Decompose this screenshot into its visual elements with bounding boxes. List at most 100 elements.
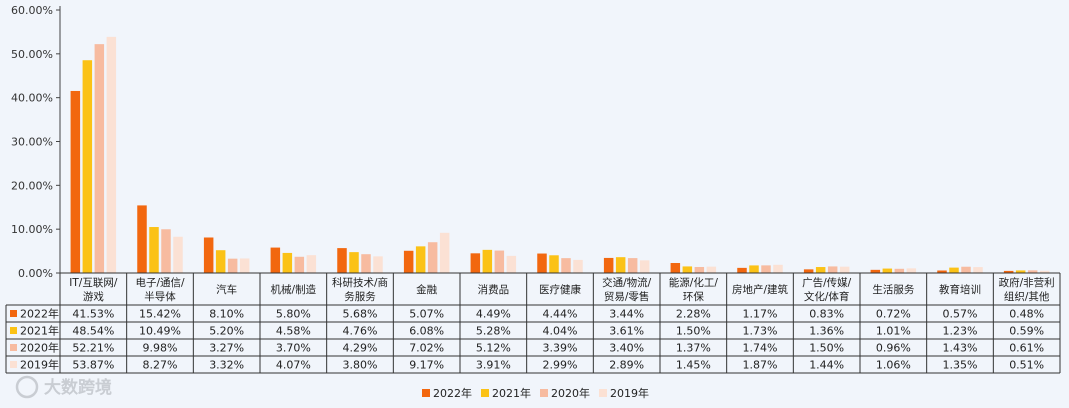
- category-label: 半导体: [144, 290, 176, 303]
- table-cell-value: 52.21%: [72, 342, 114, 355]
- table-cell-value: 1.35%: [943, 359, 978, 372]
- table-cell-value: 1.45%: [676, 359, 711, 372]
- table-cell-value: 5.12%: [476, 342, 511, 355]
- bar-4-2019年: [306, 255, 317, 273]
- bar-4-2022年: [270, 247, 281, 273]
- table-cell-value: 6.08%: [409, 325, 444, 338]
- table-cell-value: 3.44%: [609, 308, 644, 321]
- table-cell-value: 0.61%: [1009, 342, 1044, 355]
- category-label: 环保: [683, 290, 704, 303]
- bar-5-2019年: [373, 256, 383, 273]
- table-cell-value: 48.54%: [72, 325, 114, 338]
- bar-7-2022年: [470, 253, 481, 273]
- bar-4-2021年: [282, 252, 293, 273]
- y-tick-label: 10.00%: [11, 223, 53, 236]
- bar-5-2022年: [337, 248, 347, 273]
- bar-3-2021年: [215, 250, 226, 273]
- table-cell-value: 4.49%: [476, 308, 511, 321]
- y-tick-label: 50.00%: [11, 48, 53, 61]
- table-cell-value: 1.01%: [876, 325, 911, 338]
- bar-3-2022年: [203, 237, 214, 273]
- bar-8-2020年: [561, 258, 571, 273]
- bar-1-2022年: [70, 90, 81, 273]
- bar-14-2021年: [949, 267, 959, 273]
- category-label: 房地产/建筑: [732, 283, 789, 296]
- table-cell-value: 5.68%: [343, 308, 378, 321]
- table-legend-swatch: [10, 327, 17, 334]
- table-cell-value: 5.28%: [476, 325, 511, 338]
- legend-swatch-2021年: [481, 389, 489, 397]
- table-cell-value: 1.17%: [743, 308, 778, 321]
- table-cell-value: 0.51%: [1009, 359, 1044, 372]
- table-cell-value: 3.70%: [276, 342, 311, 355]
- bar-6-2021年: [415, 246, 426, 273]
- table-row-label: 2022年: [20, 307, 59, 321]
- bar-6-2020年: [427, 242, 438, 273]
- bar-11-2019年: [773, 264, 783, 273]
- bar-7-2020年: [494, 250, 505, 273]
- table-legend-swatch: [10, 344, 17, 351]
- bar-3-2019年: [239, 258, 250, 273]
- bar-15-2022年: [1003, 270, 1014, 273]
- bar-15-2021年: [1015, 270, 1026, 273]
- bar-1-2021年: [82, 60, 93, 273]
- category-label: 机械/制造: [271, 283, 317, 296]
- table-cell-value: 41.53%: [72, 308, 114, 321]
- table-cell-value: 1.87%: [743, 359, 778, 372]
- table-cell-value: 2.99%: [543, 359, 578, 372]
- table-cell-value: 1.23%: [943, 325, 978, 338]
- bar-9-2021年: [615, 257, 626, 273]
- table-cell-value: 2.28%: [676, 308, 711, 321]
- bar-12-2019年: [839, 266, 850, 273]
- bar-14-2022年: [937, 270, 947, 273]
- bar-1-2020年: [94, 44, 105, 274]
- bar-9-2019年: [639, 260, 650, 273]
- category-label: 游戏: [83, 290, 104, 303]
- bar-2-2020年: [161, 229, 171, 273]
- bar-13-2019年: [906, 268, 917, 273]
- y-tick-label: 30.00%: [11, 136, 53, 149]
- table-cell-value: 1.37%: [676, 342, 711, 355]
- bar-7-2019年: [506, 255, 517, 273]
- bar-15-2020年: [1027, 270, 1038, 273]
- y-tick-label: 20.00%: [11, 179, 53, 192]
- bar-12-2021年: [815, 267, 826, 273]
- table-cell-value: 0.96%: [876, 342, 911, 355]
- bar-9-2022年: [603, 257, 614, 273]
- bar-10-2021年: [682, 266, 693, 273]
- table-cell-value: 7.02%: [409, 342, 444, 355]
- table-cell-value: 4.29%: [343, 342, 378, 355]
- category-label: 组织/其他: [1004, 290, 1050, 303]
- table-legend-swatch: [10, 361, 17, 368]
- watermark-text: 大数跨境: [44, 377, 112, 398]
- table-cell-value: 3.91%: [476, 359, 511, 372]
- y-tick-label: 0.00%: [18, 267, 53, 280]
- bar-11-2022年: [737, 267, 747, 273]
- bar-10-2019年: [706, 266, 717, 273]
- bar-10-2020年: [694, 266, 705, 273]
- y-tick-label: 60.00%: [11, 4, 53, 17]
- table-cell-value: 3.27%: [209, 342, 244, 355]
- category-label: 交通/物流/: [602, 276, 652, 289]
- bar-7-2021年: [482, 249, 493, 273]
- bar-10-2022年: [670, 263, 681, 273]
- bar-2-2022年: [137, 205, 147, 273]
- category-label: 文化/体育: [804, 290, 850, 303]
- legend-label: 2022年: [433, 386, 472, 400]
- bar-6-2022年: [403, 250, 414, 273]
- category-label: 务服务: [344, 290, 376, 303]
- table-cell-value: 1.50%: [676, 325, 711, 338]
- legend-label: 2020年: [551, 386, 590, 400]
- table-cell-value: 5.07%: [409, 308, 444, 321]
- bar-1-2019年: [106, 36, 117, 273]
- table-cell-value: 1.44%: [809, 359, 844, 372]
- table-cell-value: 5.20%: [209, 325, 244, 338]
- category-label: 消费品: [478, 283, 510, 296]
- bar-8-2019年: [573, 259, 583, 273]
- table-legend-swatch: [10, 310, 17, 317]
- category-label: 电子/通信/: [135, 276, 185, 289]
- table-cell-value: 0.83%: [809, 308, 844, 321]
- bar-13-2022年: [870, 269, 881, 273]
- table-cell-value: 4.76%: [343, 325, 378, 338]
